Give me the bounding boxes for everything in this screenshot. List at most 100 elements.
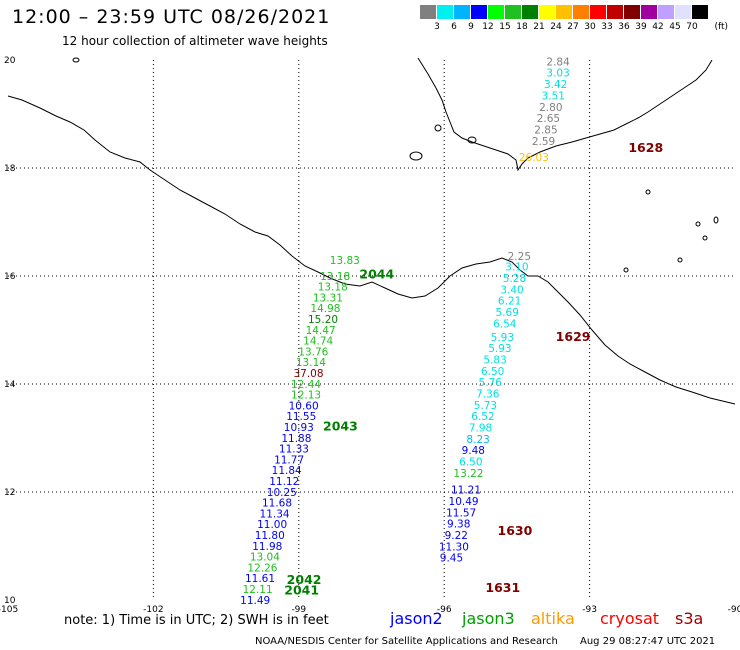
wave-height-value: 11.55 [286, 411, 316, 423]
axis-labels: -105 -102 -99 -96 -93 -90 20 18 16 14 12 10 [0, 56, 740, 615]
island-outline [467, 136, 477, 144]
satellite-name: cryosat [600, 609, 660, 628]
satellite-name: s3a [675, 609, 704, 628]
wave-height-value: 6.54 [493, 318, 517, 330]
wave-height-value: 14.98 [310, 303, 340, 315]
coastline [7, 57, 736, 405]
scale-swatch [471, 5, 487, 19]
wave-height-value: 2.80 [539, 102, 562, 114]
wave-height-value: 2.84 [546, 56, 570, 68]
pass-time-label: 2043 [323, 418, 358, 433]
scale-swatch [692, 5, 708, 19]
scale-unit: (ft) [714, 22, 728, 32]
wave-height-value: 11.61 [245, 573, 275, 585]
wave-height-value: 6.52 [471, 411, 494, 423]
wave-height-value: 5.93 [488, 343, 511, 355]
wave-height-value: 10.93 [284, 422, 314, 434]
wave-height-value: 5.73 [474, 400, 497, 412]
lat-tick-label: 12 [4, 488, 15, 498]
wave-height-value: 2.59 [532, 136, 555, 148]
lat-tick-label: 20 [4, 56, 16, 66]
wave-height-value: 10.49 [449, 496, 479, 508]
scale-swatch [573, 5, 589, 19]
scale-swatch [539, 5, 555, 19]
wave-height-value: 11.34 [260, 508, 290, 520]
scale-label: 6 [451, 22, 457, 32]
scale-label: 42 [652, 22, 664, 32]
scale-swatch [522, 5, 538, 19]
wave-height-value: 13.14 [296, 357, 326, 369]
wave-height-value: 7.98 [469, 423, 492, 435]
pass-time-label: 2042 [287, 572, 322, 587]
wave-height-value: 2.25 [508, 251, 531, 263]
wave-height-value: 11.77 [274, 454, 304, 466]
wave-height-value: 12.13 [291, 390, 321, 402]
scale-label: 45 [669, 22, 681, 32]
lat-tick-label: 10 [4, 596, 16, 606]
scale-swatch [556, 5, 572, 19]
wave-height-value: 13.31 [313, 292, 343, 304]
scale-swatch [437, 5, 453, 19]
scale-label: 3 [434, 22, 440, 32]
coastline-path [7, 95, 736, 405]
wave-height-value: 12.44 [291, 379, 321, 391]
wave-height-value: 3.42 [544, 79, 567, 91]
wave-height-value: 37.08 [293, 368, 323, 380]
wave-height-value: 2.85 [534, 124, 557, 136]
island-outline [623, 267, 629, 273]
coastline-path [417, 57, 713, 172]
scale-swatch [641, 5, 657, 19]
scale-label: 24 [550, 22, 562, 32]
wave-height-value: 6.50 [481, 366, 504, 378]
scale-label: 30 [584, 22, 596, 32]
scale-swatch [420, 5, 436, 19]
scale-label: 36 [618, 22, 630, 32]
wave-height-value: 9.48 [462, 445, 485, 457]
wave-height-value: 3.51 [542, 90, 565, 102]
wave-height-value: 11.33 [279, 444, 309, 456]
island-outline [695, 221, 701, 227]
scale-swatch [488, 5, 504, 19]
wave-height-value: 13.04 [250, 552, 280, 564]
wave-height-value: 11.68 [262, 498, 292, 510]
island-outline [702, 235, 708, 241]
wave-height-value: 13.22 [453, 468, 483, 480]
scale-label: 9 [468, 22, 474, 32]
wave-height-value: 11.30 [439, 541, 469, 553]
scale-swatch [590, 5, 606, 19]
lat-tick-label: 18 [4, 164, 16, 174]
satellite-name: altika [531, 609, 575, 628]
satellite-pass: 10.6011.5510.9311.8811.3311.7711.8411.12… [247, 400, 357, 574]
island-outline [409, 151, 423, 161]
scale-label: 21 [533, 22, 545, 32]
wave-height-value: 6.21 [498, 296, 521, 308]
lat-lon-grid [8, 60, 735, 600]
wave-height-value: 9.45 [440, 553, 463, 565]
scale-label: 15 [499, 22, 511, 32]
satellite-name: jason3 [462, 609, 515, 628]
pass-time-label: 1628 [628, 140, 663, 155]
satellite-pass: 2.843.033.423.512.802.652.852.59 26.03 162… [519, 56, 663, 164]
wave-height-value: 11.84 [272, 465, 302, 477]
lat-tick-label: 16 [4, 272, 16, 282]
color-scale-legend: 3 6 9 12 15 18 21 24 27 30 33 36 39 42 45 70 (ft) [420, 5, 728, 37]
lon-tick-label: -102 [143, 605, 163, 615]
scale-swatch [675, 5, 691, 19]
wave-height-value: 6.50 [459, 457, 482, 469]
scale-swatch [658, 5, 674, 19]
wave-height-value: 11.12 [269, 476, 299, 488]
pass-time-label: 1630 [498, 523, 533, 538]
scale-label: 27 [567, 22, 579, 32]
satellite-pass: 13.8313.1813.1813.3114.9815.2014.4714.74… [291, 255, 394, 401]
island-outline [72, 57, 80, 63]
scale-label: 70 [686, 22, 698, 32]
island-outline [713, 216, 719, 224]
scale-label: 39 [635, 22, 647, 32]
wave-height-value: 5.83 [483, 354, 506, 366]
lon-tick-label: -93 [582, 605, 597, 615]
lon-tick-label: -96 [437, 605, 452, 615]
island-outline [434, 124, 442, 132]
lon-tick-label: -90 [728, 605, 740, 615]
